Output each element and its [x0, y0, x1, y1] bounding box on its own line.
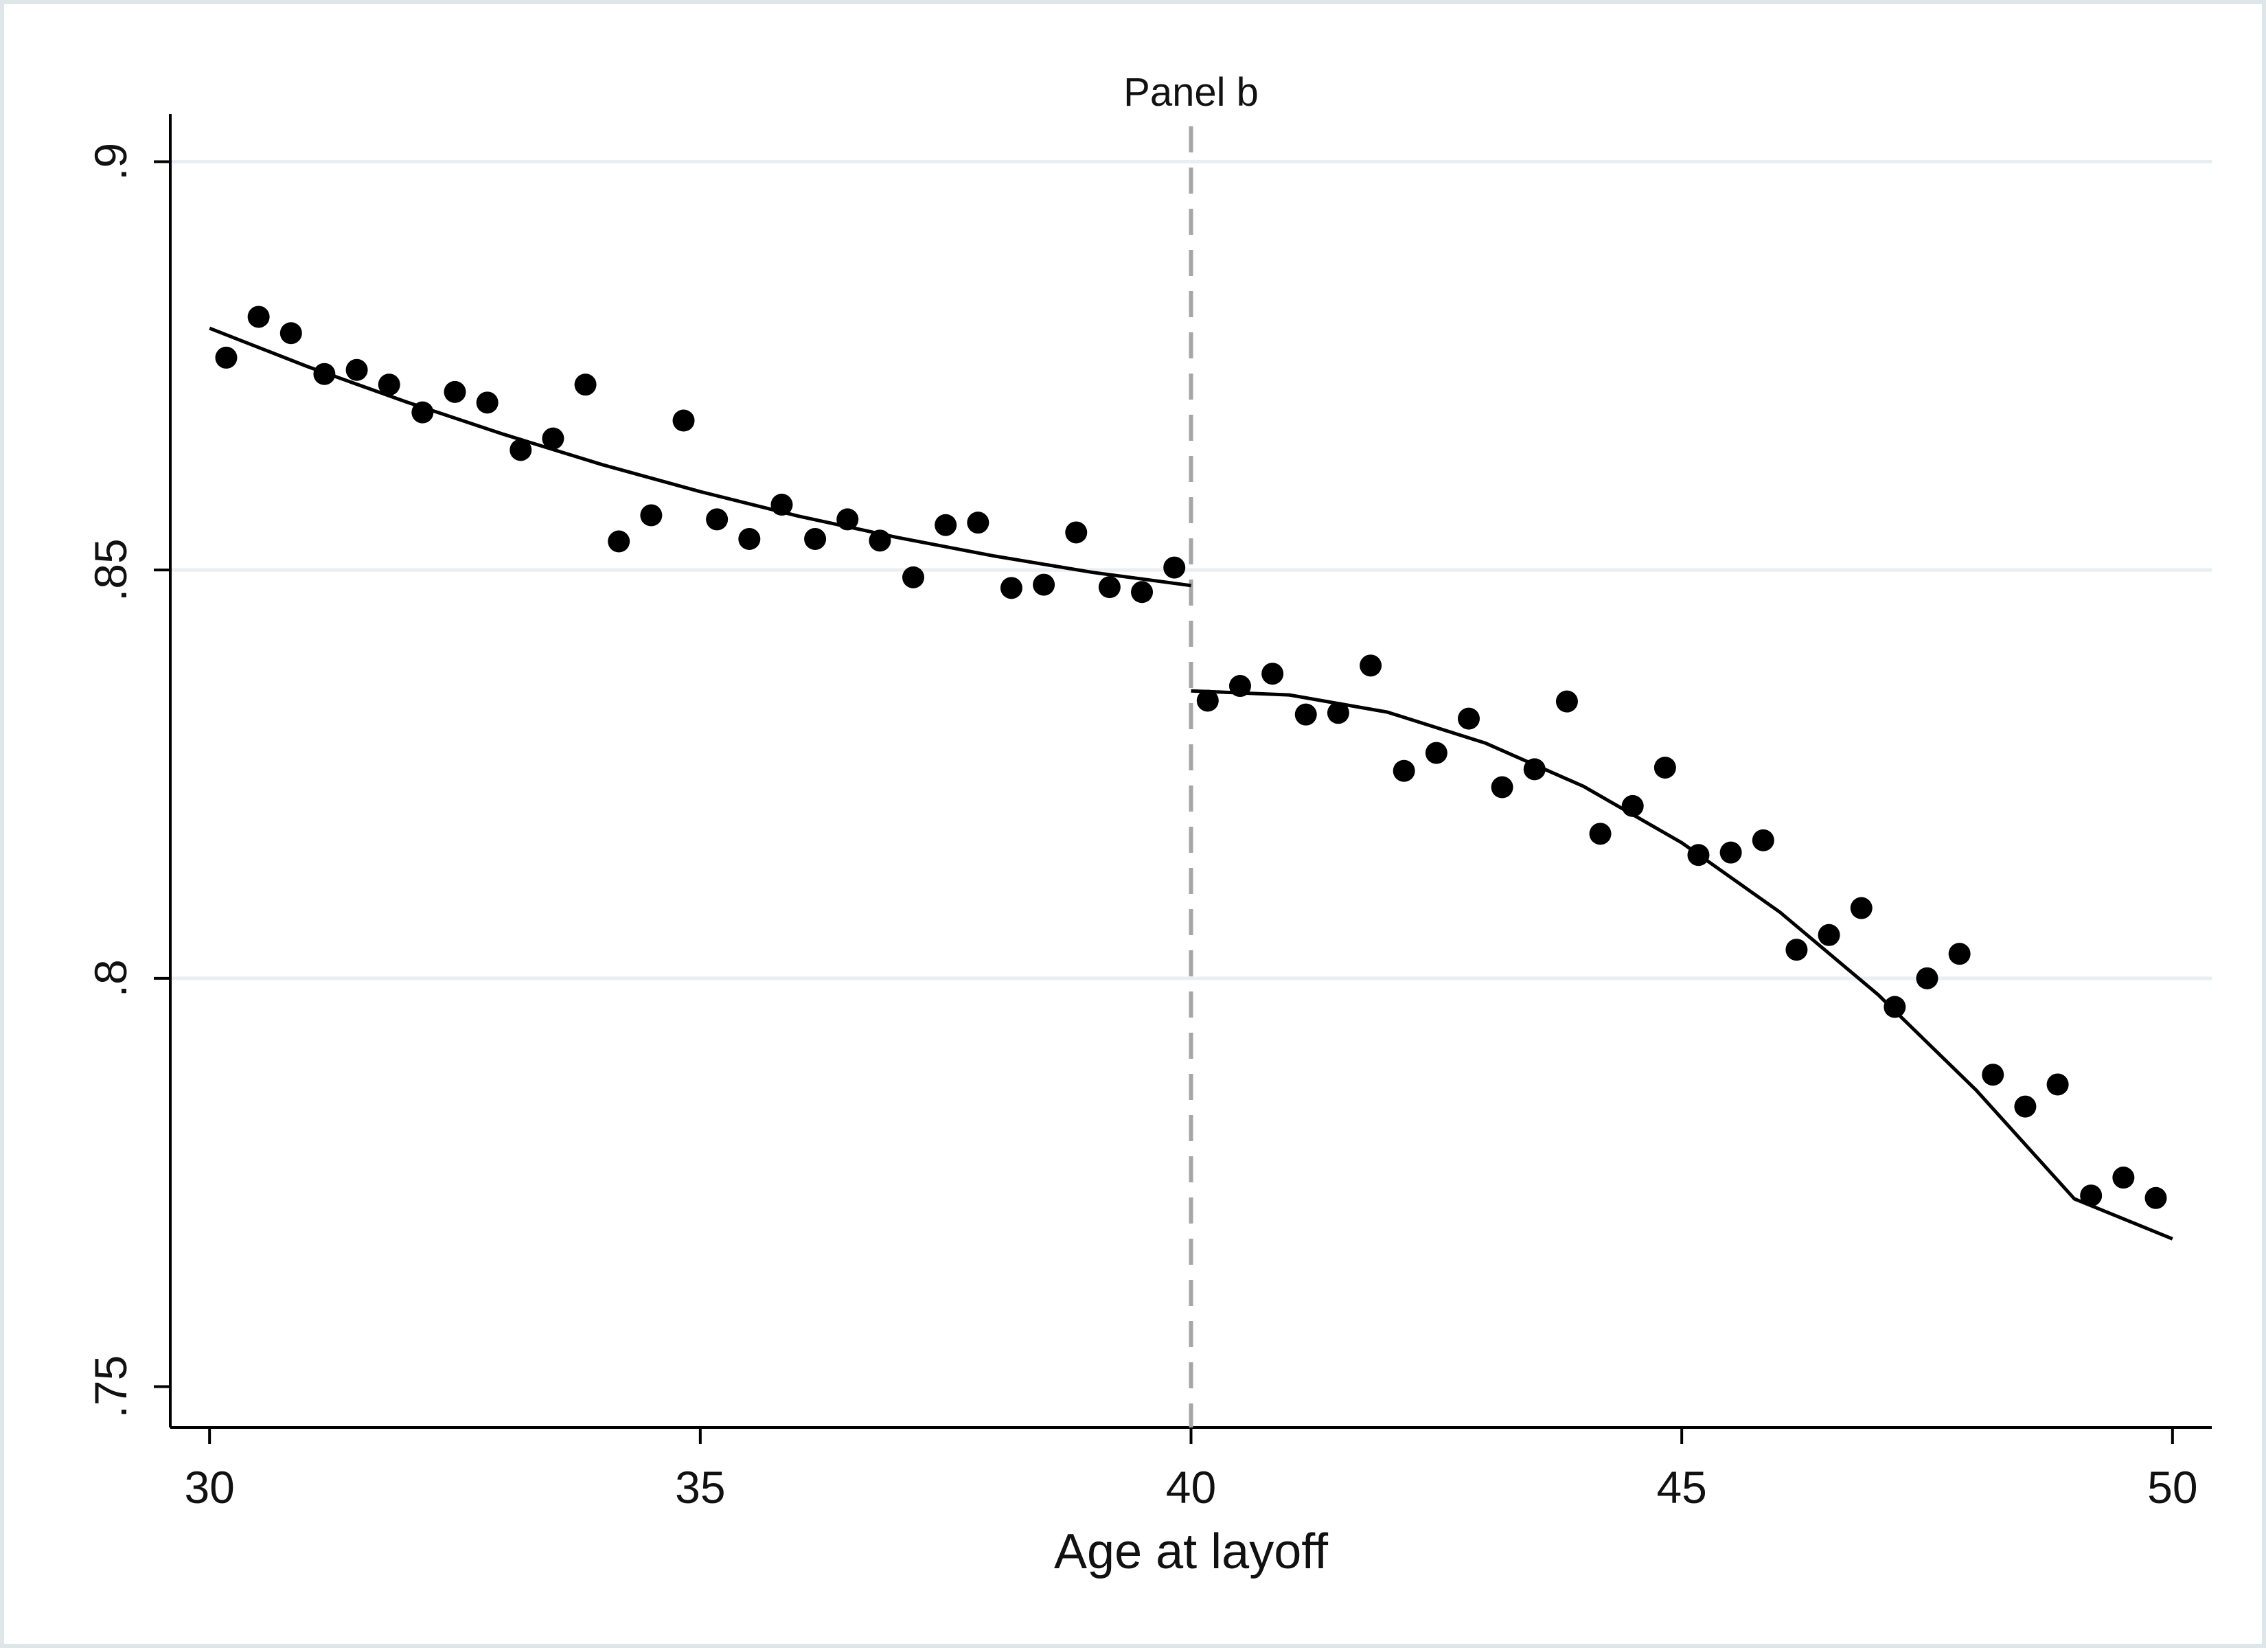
scatter-point [836, 508, 859, 531]
scatter-point [1065, 521, 1088, 544]
scatter-point [215, 346, 238, 369]
scatter-point [345, 358, 368, 381]
scatter-point [869, 529, 891, 552]
scatter-point [1719, 841, 1742, 864]
scatter-point [378, 374, 400, 396]
scatter-point [1163, 556, 1186, 579]
scatter-point [1916, 967, 1938, 989]
scatter-point [510, 439, 532, 461]
y-tick-label: .9 [85, 143, 136, 181]
scatter-point [2014, 1095, 2037, 1118]
scatter-point [411, 401, 434, 424]
scatter-point [1491, 776, 1513, 799]
scatter-point [1033, 573, 1055, 596]
x-tick-label: 50 [2147, 1462, 2197, 1513]
scatter-point [574, 374, 597, 396]
scatter-chart: 30 35 40 45 50 .75 .8 .85 .9 Panel b Age at layo… [85, 70, 2212, 1579]
scatter-point [1294, 703, 1317, 726]
y-tick-label: .75 [85, 1355, 136, 1419]
scatter-point [313, 363, 336, 385]
scatter-point [770, 494, 793, 516]
fit-lines [209, 326, 2173, 1241]
data-points [215, 306, 2167, 1209]
scatter-point [902, 566, 925, 588]
scatter-point [1457, 707, 1480, 730]
axes [154, 114, 2212, 1444]
scatter-point [804, 527, 827, 550]
y-tick-label: .85 [85, 538, 136, 601]
scatter-point [672, 409, 695, 432]
x-tick-label: 35 [675, 1462, 725, 1513]
scatter-point [2144, 1186, 2167, 1209]
scatter-point [640, 504, 663, 527]
scatter-point [1653, 756, 1676, 779]
x-tick-label: 40 [1166, 1462, 1216, 1513]
scatter-point [1555, 690, 1578, 713]
scatter-point [1752, 829, 1774, 851]
x-tick-label: 45 [1656, 1462, 1706, 1513]
scatter-point [2080, 1184, 2103, 1207]
scatter-point [935, 514, 957, 536]
scatter-point [1785, 939, 1808, 961]
scatter-point [967, 512, 989, 534]
scatter-point [1131, 581, 1154, 604]
scatter-point [1948, 943, 1971, 965]
scatter-point [1000, 577, 1022, 599]
scatter-point [1261, 663, 1284, 685]
y-tick-label: .8 [85, 959, 136, 997]
scatter-point [476, 391, 499, 414]
scatter-point [1393, 759, 1415, 782]
scatter-point [1589, 823, 1612, 845]
scatter-point [279, 322, 302, 345]
scatter-point [1327, 702, 1349, 724]
scatter-point [1818, 923, 1840, 946]
fit-line-left [209, 326, 1191, 588]
scatter-point [247, 306, 270, 328]
x-axis-title: Age at layoff [1054, 1524, 1329, 1579]
scatter-point [1098, 576, 1121, 599]
scatter-point [706, 508, 729, 531]
scatter-point [1982, 1064, 2004, 1086]
scatter-point [1196, 689, 1219, 712]
fit-line-right [1191, 689, 2173, 1241]
scatter-point [1621, 794, 1644, 817]
chart-title: Panel b [1123, 70, 1259, 115]
scatter-point [1850, 897, 1873, 919]
tick-labels: 30 35 40 45 50 .75 .8 .85 .9 [85, 143, 2198, 1513]
scatter-point [1523, 758, 1546, 781]
scatter-point [542, 427, 564, 450]
scatter-point [608, 530, 630, 553]
scatter-point [738, 527, 761, 550]
scatter-point [1360, 654, 1382, 677]
scatter-point [444, 380, 466, 403]
scatter-point [1884, 996, 1906, 1018]
scatter-point [1228, 675, 1251, 698]
scatter-point [1687, 844, 1710, 867]
scatter-point [2046, 1073, 2069, 1096]
x-tick-label: 30 [184, 1462, 234, 1513]
grid-lines [172, 159, 2212, 980]
scatter-point [1425, 742, 1447, 764]
scatter-point [2112, 1167, 2135, 1189]
